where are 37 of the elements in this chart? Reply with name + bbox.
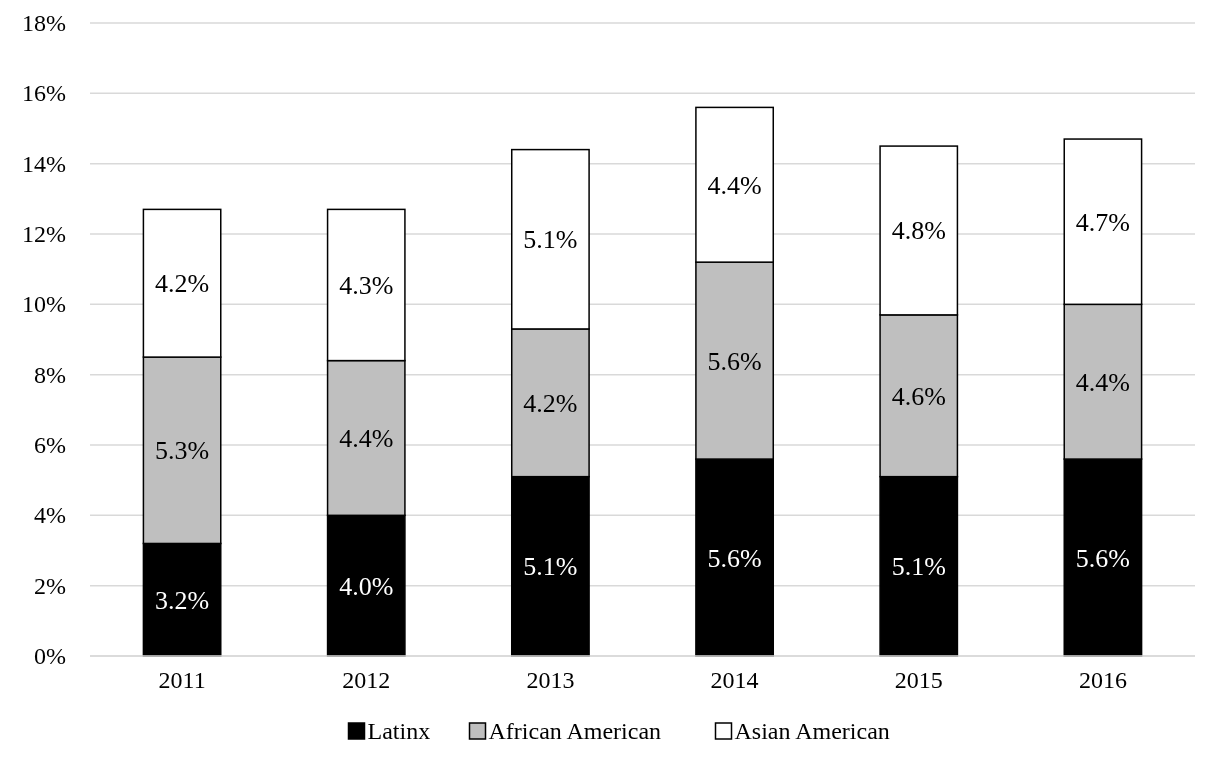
y-tick-label: 2% bbox=[34, 572, 66, 599]
y-tick-label: 4% bbox=[34, 502, 66, 529]
data-label: 5.6% bbox=[707, 346, 762, 376]
legend-label: Latinx bbox=[367, 718, 431, 744]
data-label: 5.1% bbox=[523, 552, 578, 582]
data-label: 4.8% bbox=[891, 216, 946, 246]
data-label: 4.3% bbox=[339, 270, 394, 300]
data-label: 4.0% bbox=[339, 571, 394, 601]
x-tick-label: 2011 bbox=[158, 667, 206, 693]
y-tick-label: 10% bbox=[22, 291, 66, 318]
y-tick-label: 12% bbox=[22, 221, 66, 247]
data-label: 5.1% bbox=[523, 225, 578, 255]
x-tick-label: 2012 bbox=[342, 667, 391, 693]
data-label: 4.6% bbox=[891, 381, 946, 411]
data-label: 5.1% bbox=[891, 552, 946, 582]
data-label: 5.6% bbox=[1075, 543, 1130, 573]
y-tick-label: 16% bbox=[22, 80, 66, 107]
x-tick-label: 2016 bbox=[1078, 667, 1127, 693]
y-tick-label: 18% bbox=[22, 10, 66, 36]
legend-label: African American bbox=[488, 718, 662, 744]
data-label: 5.6% bbox=[707, 543, 762, 573]
x-tick-label: 2014 bbox=[710, 667, 759, 693]
x-tick-label: 2015 bbox=[894, 667, 943, 693]
x-tick-label: 2013 bbox=[526, 667, 575, 693]
y-tick-label: 14% bbox=[22, 150, 66, 177]
y-tick-label: 0% bbox=[34, 643, 66, 669]
data-label: 4.4% bbox=[339, 423, 394, 453]
data-label: 3.2% bbox=[155, 585, 210, 615]
data-label: 4.2% bbox=[155, 269, 210, 299]
data-label: 4.2% bbox=[523, 388, 578, 418]
legend-label: Asian American bbox=[734, 718, 890, 744]
data-label: 4.4% bbox=[707, 170, 762, 200]
y-tick-label: 8% bbox=[34, 361, 66, 388]
y-tick-label: 6% bbox=[34, 432, 66, 458]
data-label: 4.4% bbox=[1075, 367, 1130, 397]
data-label: 4.7% bbox=[1075, 207, 1130, 237]
data-label: 5.3% bbox=[155, 436, 210, 466]
